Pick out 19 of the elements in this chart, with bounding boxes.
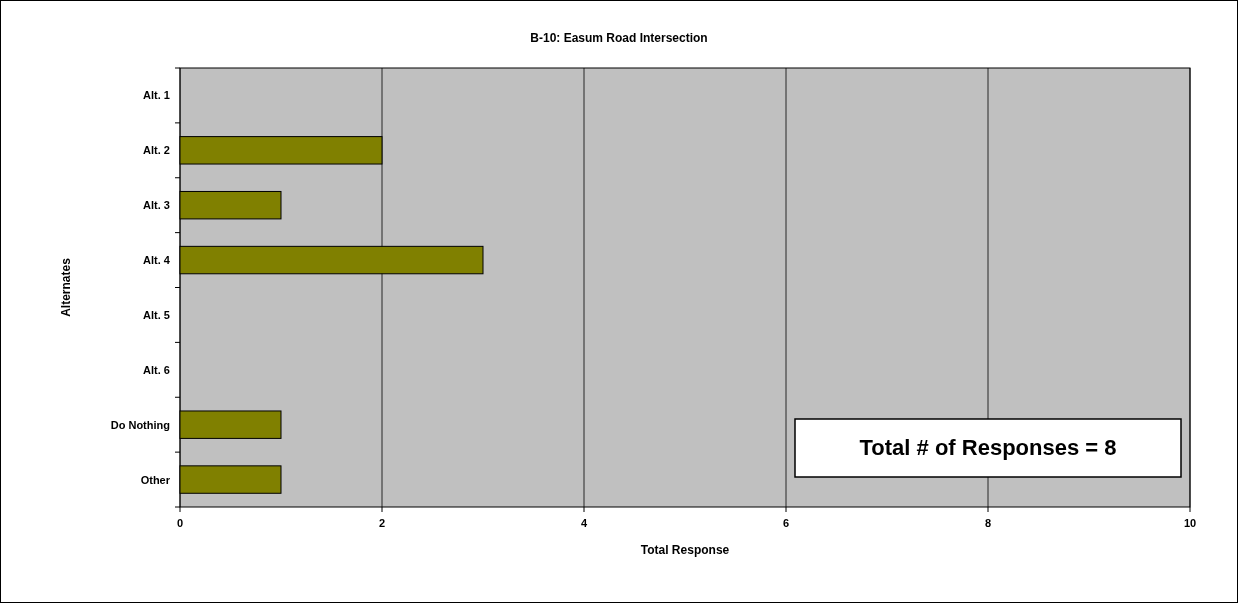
- chart-title: B-10: Easum Road Intersection: [530, 31, 708, 45]
- x-tick-label: 6: [782, 517, 790, 529]
- y-tick-label: Alt. 3: [143, 199, 170, 212]
- y-axis-title: Alternates: [59, 257, 73, 317]
- y-tick-label: Do Nothing: [110, 418, 170, 431]
- x-tick-label: 8: [984, 517, 992, 529]
- x-tick-label: 10: [1183, 517, 1197, 529]
- x-axis-title: Total Response: [640, 543, 730, 557]
- y-tick-label: Alt. 5: [143, 308, 170, 321]
- annotation: Total # of Responses = 8: [859, 435, 1117, 460]
- x-tick-label: 0: [176, 517, 184, 529]
- y-tick-label: Alt. 6: [143, 363, 170, 376]
- y-tick-label: Alt. 2: [143, 144, 170, 157]
- x-tick-label: 2: [378, 517, 386, 529]
- text-box: Total # of Responses = 8: [794, 418, 1182, 478]
- y-tick-label: Alt. 4: [143, 254, 171, 267]
- y-tick-label: Other: [140, 473, 171, 486]
- y-tick-label: Alt. 1: [143, 89, 170, 102]
- x-tick-label: 4: [580, 517, 588, 529]
